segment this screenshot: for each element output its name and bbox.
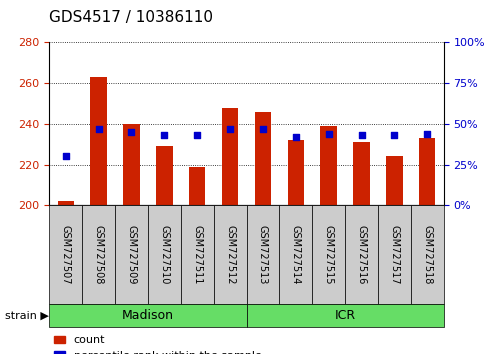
Bar [123,124,140,205]
Text: GSM727512: GSM727512 [225,225,235,285]
Text: ICR: ICR [335,309,355,322]
Bar [287,140,304,205]
Point [62,154,70,159]
Bar [353,142,370,205]
Text: GSM727514: GSM727514 [291,225,301,285]
Text: strain ▶: strain ▶ [5,311,49,321]
Legend: count, percentile rank within the sample: count, percentile rank within the sample [49,331,266,354]
Point [259,126,267,132]
Bar [419,138,435,205]
Point [95,126,103,132]
Point [128,129,136,135]
Point [423,131,431,137]
Text: GSM727516: GSM727516 [356,225,366,285]
Text: GDS4517 / 10386110: GDS4517 / 10386110 [49,10,213,25]
Bar [386,156,403,205]
Bar [58,201,74,205]
Point [357,132,365,138]
Point [160,132,168,138]
Text: GSM727510: GSM727510 [159,225,169,285]
Text: GSM727518: GSM727518 [423,225,432,285]
Point [292,134,300,140]
Bar [90,77,107,205]
Text: Madison: Madison [122,309,174,322]
Text: GSM727507: GSM727507 [61,225,70,285]
Text: GSM727517: GSM727517 [389,225,399,285]
Bar [320,126,337,205]
Bar [222,108,238,205]
Point [193,132,201,138]
Text: GSM727515: GSM727515 [324,225,334,285]
Point [325,131,333,137]
Text: GSM727513: GSM727513 [258,225,268,285]
Bar [189,167,206,205]
Point [390,132,398,138]
Text: GSM727508: GSM727508 [94,225,104,285]
Point [226,126,234,132]
Text: GSM727511: GSM727511 [192,225,202,285]
Bar [156,146,173,205]
Text: GSM727509: GSM727509 [127,225,137,285]
Bar [255,112,271,205]
